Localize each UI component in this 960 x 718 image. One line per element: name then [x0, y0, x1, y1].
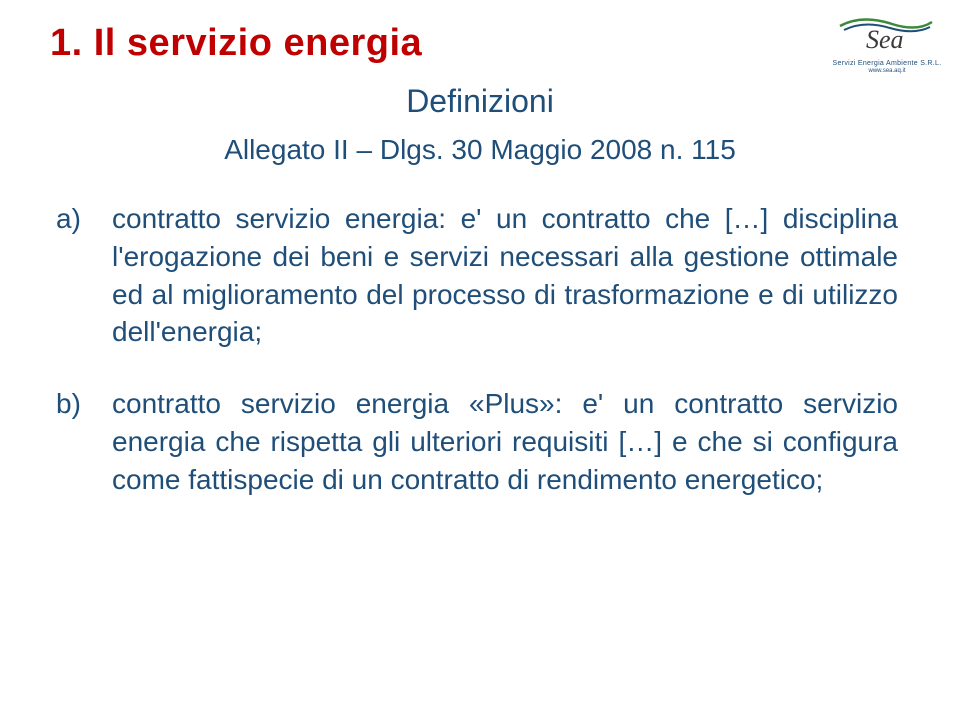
logo-text: Sea	[866, 25, 904, 54]
slide: Sea Servizi Energia Ambiente S.R.L. www.…	[0, 0, 960, 718]
list-marker: a)	[56, 200, 94, 351]
sea-logo-icon: Sea	[832, 12, 942, 54]
page-subtitle: Definizioni	[50, 83, 910, 120]
page-title: 1. Il servizio energia	[50, 22, 910, 65]
document-reference: Allegato II – Dlgs. 30 Maggio 2008 n. 11…	[50, 134, 910, 166]
list-text: contratto servizio energia «Plus»: e' un…	[112, 385, 898, 498]
list-item: b) contratto servizio energia «Plus»: e'…	[56, 385, 898, 498]
list-item: a) contratto servizio energia: e' un con…	[56, 200, 898, 351]
list-marker: b)	[56, 385, 94, 498]
logo-url: www.sea.aq.it	[832, 68, 942, 74]
logo-tagline: Servizi Energia Ambiente S.R.L.	[832, 60, 942, 67]
logo: Sea Servizi Energia Ambiente S.R.L. www.…	[832, 12, 942, 74]
list-text: contratto servizio energia: e' un contra…	[112, 200, 898, 351]
definition-list: a) contratto servizio energia: e' un con…	[50, 200, 910, 499]
